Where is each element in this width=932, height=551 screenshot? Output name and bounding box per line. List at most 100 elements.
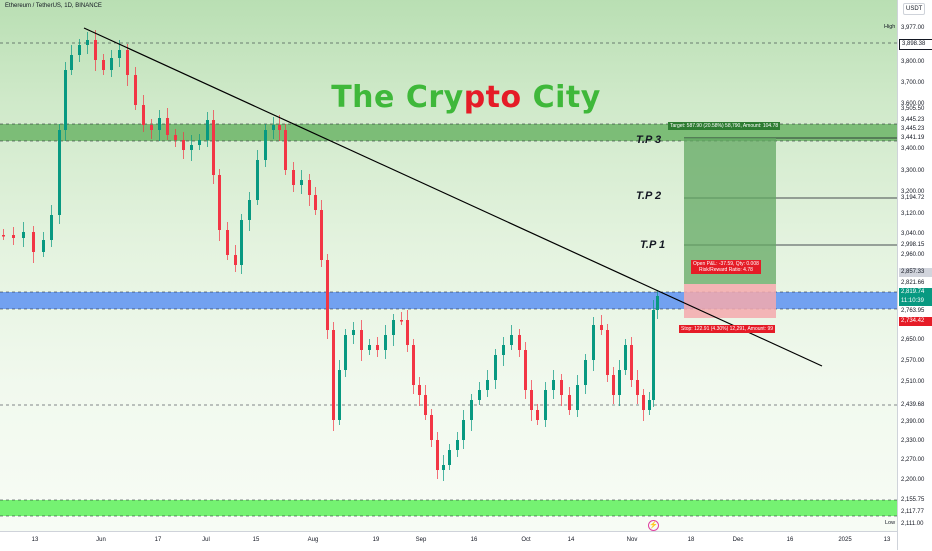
candle-body	[182, 140, 185, 150]
candle-body	[642, 395, 645, 410]
low-label: Low	[885, 520, 896, 526]
watermark-part3: City	[521, 80, 601, 115]
price-tick: 3,800.00	[901, 59, 925, 65]
candle-body	[344, 335, 347, 370]
price-level-label: 2,117.77	[899, 508, 932, 517]
candle-body	[530, 390, 533, 410]
price-level-label: 3,505.50	[899, 105, 932, 114]
candle-body	[442, 465, 445, 470]
candle-body	[150, 125, 153, 130]
price-level-label: 2,821.66	[899, 279, 932, 288]
candle-body	[284, 130, 287, 170]
candle-body	[606, 330, 609, 375]
candle-body	[536, 410, 539, 420]
price-tick: 2,510.00	[901, 379, 925, 385]
candle-body	[636, 380, 639, 395]
price-level-label: 3,194.72	[899, 194, 932, 203]
candle-body	[652, 310, 655, 400]
price-level-label: 3,898.38	[899, 39, 932, 50]
candle-body	[618, 370, 621, 395]
candle-body	[2, 235, 5, 237]
candle-body	[212, 120, 215, 175]
time-tick: Nov	[626, 537, 638, 543]
time-tick: 15	[252, 537, 260, 543]
price-level-label: 2,763.95	[899, 307, 932, 316]
candle-body	[166, 118, 169, 135]
candle-body	[50, 215, 53, 240]
candle-body	[78, 45, 81, 55]
candle-body	[58, 130, 61, 215]
candle-body	[292, 170, 295, 185]
time-tick: Dec	[732, 537, 744, 543]
candle-body	[332, 330, 335, 420]
candle-body	[470, 400, 473, 420]
time-tick: 2025	[838, 537, 852, 543]
time-tick: Oct	[521, 537, 531, 543]
support-zone-blue	[0, 292, 897, 309]
candle-body	[648, 400, 651, 410]
target-box[interactable]	[684, 138, 776, 284]
candle-body	[226, 230, 229, 255]
time-tick: 13	[31, 537, 39, 543]
candle-body	[560, 380, 563, 395]
candle-body	[190, 145, 193, 150]
candle-body	[110, 58, 113, 70]
price-tick: 2,200.00	[901, 477, 925, 483]
time-tick: Aug	[307, 537, 319, 543]
tp2-label: T.P 2	[636, 190, 662, 202]
price-tick: 3,120.00	[901, 211, 925, 217]
price-tick: 3,400.00	[901, 146, 925, 152]
stop-box[interactable]	[684, 284, 776, 318]
high-label: High	[884, 24, 896, 30]
candle-body	[400, 320, 403, 322]
candle-body	[436, 440, 439, 470]
candle-body	[42, 240, 45, 252]
symbol-title: Ethereum / TetherUS, 1D, BINANCE	[5, 3, 102, 9]
candle-body	[576, 385, 579, 410]
candle-body	[320, 210, 323, 260]
candle-body	[494, 355, 497, 380]
time-tick: 16	[470, 537, 478, 543]
currency-button[interactable]: USDT	[903, 3, 926, 15]
candle-body	[240, 220, 243, 265]
watermark-part2: pto	[463, 80, 522, 115]
candle-body	[300, 180, 303, 185]
chart-canvas[interactable]	[0, 0, 897, 531]
watermark-title: The Crypto City	[0, 80, 932, 115]
time-tick: 13	[883, 537, 891, 543]
candle-body	[32, 232, 35, 252]
candle-body	[584, 360, 587, 385]
time-axis[interactable]	[0, 531, 897, 551]
time-tick: 18	[687, 537, 695, 543]
candle-body	[256, 160, 259, 200]
candle-body	[218, 175, 221, 230]
price-level-label: 3,445.23	[899, 125, 932, 134]
candle-body	[12, 235, 15, 238]
candle-body	[174, 135, 177, 140]
candle-body	[424, 395, 427, 415]
candle-body	[478, 390, 481, 400]
target-info: Target: 587.90 (20.58%) 58,790, Amount: …	[668, 122, 781, 130]
candle-body	[412, 345, 415, 385]
time-tick: Sep	[415, 537, 427, 543]
open-pnl: Open P&L: -37.59, Qty: 0.008	[693, 261, 759, 267]
trendline[interactable]	[83, 27, 823, 367]
candle-body	[118, 50, 121, 58]
candle-body	[462, 420, 465, 440]
stop-info: Stop: 122.91 (4.30%) 12,291, Amount: 99	[679, 325, 776, 333]
lightning-event-icon[interactable]: ⚡	[648, 520, 659, 531]
tp1-label: T.P 1	[640, 239, 666, 251]
candle-body	[568, 395, 571, 410]
price-tick: 2,111.00	[901, 521, 924, 527]
support-zone-lime	[0, 500, 897, 516]
candle-body	[22, 232, 25, 238]
candlesticks	[2, 30, 659, 481]
time-tick: Jun	[96, 537, 106, 543]
candle-body	[248, 200, 251, 220]
candle-body	[134, 75, 137, 105]
candle-body	[70, 55, 73, 70]
price-tick: 3,200.00	[901, 189, 925, 195]
candle-body	[552, 380, 555, 390]
price-level-label: 2,439.68	[899, 401, 932, 410]
price-tick: 2,390.00	[901, 419, 925, 425]
